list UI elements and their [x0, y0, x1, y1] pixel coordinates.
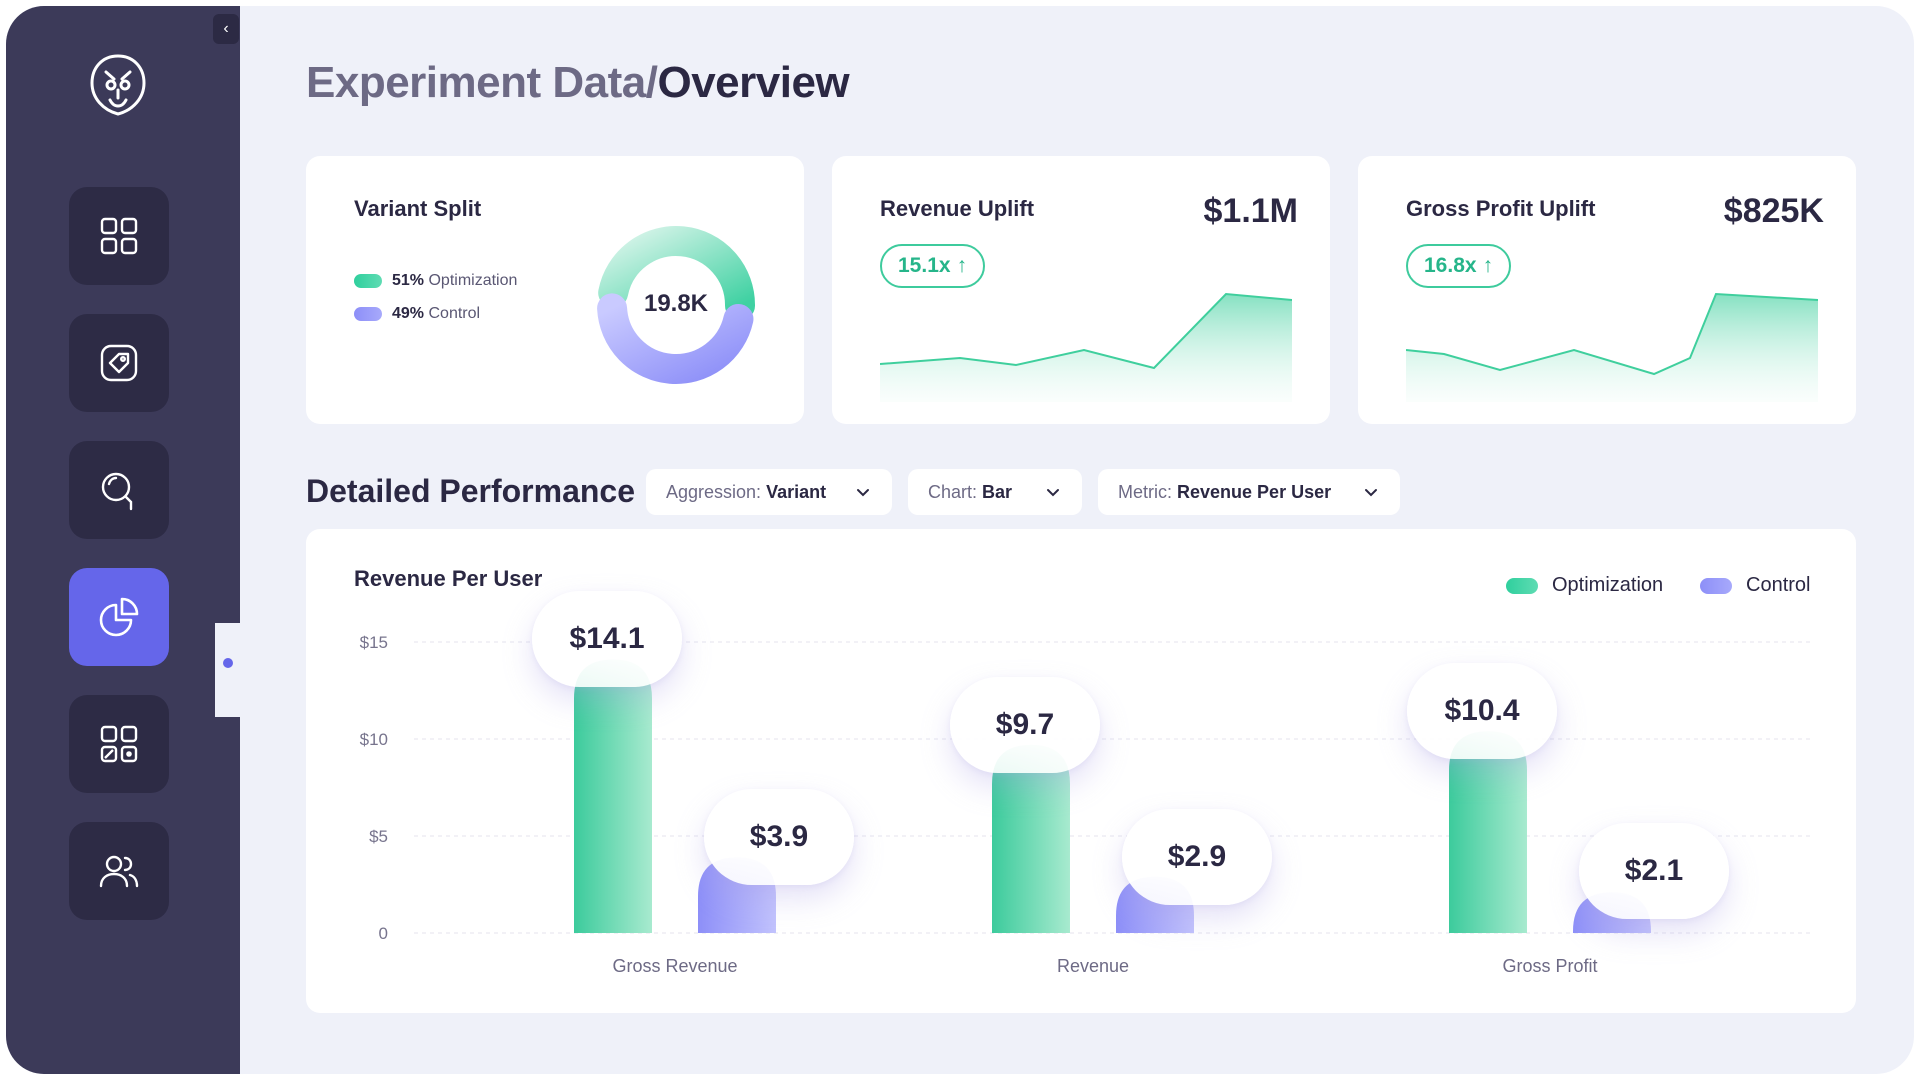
optimization-percent: 51%: [392, 272, 425, 289]
aggression-dropdown-value: Variant: [766, 481, 827, 502]
chevron-down-icon: [1047, 489, 1059, 497]
revenue-uplift-sparkline: [880, 292, 1292, 402]
sidebar-item-apps[interactable]: [69, 695, 169, 793]
sidebar-item-tags[interactable]: [69, 314, 169, 412]
pie-chart-icon: [99, 597, 139, 637]
chevron-down-icon: [857, 489, 869, 497]
optimization-label: Optimization: [428, 272, 518, 289]
chart-type-dropdown-value: Bar: [982, 481, 1013, 502]
bar-value-label: $2.9: [1122, 808, 1272, 905]
metric-dropdown-value: Revenue Per User: [1177, 481, 1332, 502]
chart-type-dropdown[interactable]: Chart: Bar: [908, 469, 1082, 515]
revenue-uplift-value: $1.1M: [1203, 192, 1299, 230]
variant-total: 19.8K: [643, 290, 709, 317]
chevron-down-icon: [1365, 489, 1377, 497]
aggression-dropdown[interactable]: Aggression: Variant: [646, 469, 892, 515]
donut-segment-control: [597, 293, 754, 384]
breadcrumb-parent[interactable]: Experiment Data/: [306, 58, 658, 107]
bar-value-label: $3.9: [704, 789, 854, 886]
optimization-swatch: [354, 274, 382, 288]
metric-dropdown-label: Metric:: [1118, 481, 1178, 502]
control-percent: 49%: [392, 305, 425, 322]
variant-legend-optimization: 51% Optimization: [354, 272, 517, 290]
gross-profit-uplift-title: Gross Profit Uplift: [1406, 196, 1596, 221]
section-title-detailed-performance: Detailed Performance: [306, 473, 636, 509]
control-label: Control: [428, 305, 481, 322]
owl-logo-icon[interactable]: [86, 52, 150, 120]
search-icon: [101, 472, 133, 511]
legend-swatch-optimization: [1506, 577, 1538, 594]
metric-dropdown[interactable]: Metric: Revenue Per User: [1098, 469, 1400, 515]
legend-swatch-control: [1700, 577, 1732, 594]
donut-segment-optimization: [598, 226, 756, 321]
legend-label-optimization: Optimization: [1552, 574, 1664, 596]
aggression-dropdown-label: Aggression:: [666, 481, 767, 502]
gross-profit-uplift-value: $825K: [1723, 192, 1824, 230]
page-title: Experiment Data/Overview: [306, 58, 850, 108]
revenue-uplift-badge: 15.1x ↑: [880, 244, 986, 288]
active-indicator-dot: [223, 658, 233, 668]
sidebar-item-users[interactable]: [69, 822, 169, 920]
chart-title: Revenue Per User: [354, 566, 543, 591]
revenue-per-user-chart-card: [306, 529, 1856, 1013]
collapse-sidebar-button[interactable]: ‹: [213, 14, 239, 44]
variant-split-card: [306, 156, 804, 424]
sidebar-item-analytics[interactable]: [69, 568, 169, 666]
revenue-uplift-title: Revenue Uplift: [880, 196, 1035, 221]
bar-value-label: $2.1: [1579, 823, 1729, 919]
variant-split-donut: [597, 226, 756, 384]
legend-control[interactable]: Control: [1700, 574, 1810, 597]
variant-split-title: Variant Split: [354, 196, 482, 221]
variant-legend-control: 49% Control: [354, 305, 480, 323]
arrow-up-icon: ↑: [956, 254, 968, 277]
bar-value-label: $10.4: [1407, 663, 1557, 760]
bar-value-label: $9.7: [950, 676, 1100, 773]
apps-icon: [100, 725, 138, 763]
sidebar-item-dashboard[interactable]: [69, 187, 169, 285]
breadcrumb-current: Overview: [657, 58, 850, 107]
arrow-up-icon: ↑: [1482, 254, 1494, 277]
legend-label-control: Control: [1746, 574, 1811, 596]
sidebar-item-search[interactable]: [69, 441, 169, 539]
gross-profit-uplift-multiplier: 16.8x: [1424, 254, 1477, 277]
app-window: ‹: [6, 6, 1914, 1074]
active-indicator-notch: [215, 623, 255, 717]
chart-type-dropdown-label: Chart:: [928, 481, 983, 502]
dashboard-grid-icon: [100, 217, 138, 255]
tag-icon: [100, 344, 138, 382]
gross-profit-uplift-badge: 16.8x ↑: [1406, 244, 1512, 288]
gross-profit-uplift-sparkline: [1406, 292, 1818, 402]
users-icon: [99, 855, 139, 888]
legend-optimization[interactable]: Optimization: [1506, 574, 1663, 597]
bar-value-label: $14.1: [532, 591, 682, 688]
control-swatch: [354, 307, 382, 321]
revenue-uplift-multiplier: 15.1x: [898, 254, 951, 277]
